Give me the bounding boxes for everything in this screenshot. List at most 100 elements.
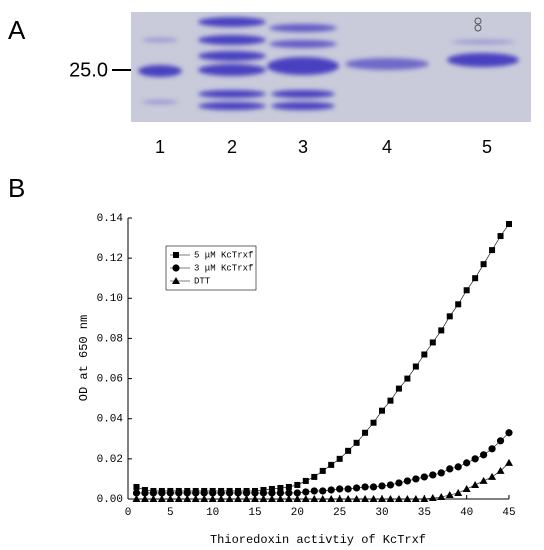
marker: [395, 479, 403, 487]
marker: [352, 495, 361, 502]
marker: [217, 489, 225, 497]
marker: [268, 489, 276, 497]
marker: [192, 489, 200, 497]
marker: [353, 484, 361, 492]
marker: [438, 327, 445, 334]
marker-label: 25.0: [69, 59, 108, 81]
x-tick-label: 25: [333, 507, 346, 519]
panel-label: A: [8, 15, 26, 45]
marker: [480, 261, 487, 268]
lane-label: 2: [227, 137, 237, 157]
marker: [386, 481, 395, 489]
marker: [251, 489, 259, 497]
marker: [174, 495, 183, 502]
bubble: [474, 17, 482, 25]
marker: [471, 455, 479, 463]
marker: [344, 485, 352, 493]
x-tick-label: 15: [248, 507, 261, 519]
marker: [488, 445, 496, 453]
marker: [234, 489, 242, 497]
marker: [429, 471, 437, 479]
series-line: [136, 432, 510, 494]
marker: [420, 495, 429, 502]
legend-label: DTT: [194, 276, 211, 286]
marker: [149, 495, 158, 502]
y-tick-label: 0.10: [97, 293, 123, 305]
marker: [327, 486, 335, 494]
marker: [394, 495, 403, 502]
marker: [310, 487, 318, 495]
marker: [191, 495, 200, 502]
marker: [183, 489, 191, 497]
marker: [294, 481, 301, 488]
marker: [141, 489, 149, 497]
marker: [200, 489, 208, 497]
marker: [311, 473, 318, 480]
marker: [172, 277, 180, 284]
marker: [166, 495, 175, 502]
x-tick-label: 30: [375, 507, 388, 519]
marker: [217, 495, 226, 502]
marker: [471, 480, 480, 488]
marker: [506, 221, 512, 228]
marker: [395, 385, 402, 392]
marker: [310, 495, 319, 502]
y-tick-label: 0.02: [97, 454, 123, 466]
marker: [301, 495, 310, 502]
marker: [319, 467, 326, 474]
y-tick-label: 0.12: [97, 253, 123, 265]
marker: [480, 451, 488, 459]
x-axis-label: Thioredoxin activtiy of KcTrxf: [210, 533, 426, 547]
marker: [293, 495, 302, 502]
marker: [472, 275, 479, 282]
marker: [455, 301, 462, 308]
marker: [446, 313, 453, 320]
marker: [505, 458, 513, 466]
marker: [132, 489, 141, 497]
marker: [404, 375, 411, 382]
marker: [428, 493, 437, 501]
marker: [276, 495, 285, 502]
marker: [157, 495, 166, 502]
gel-bands: [138, 17, 519, 110]
x-tick-label: 0: [125, 507, 132, 519]
y-axis-label: OD at 650 nm: [77, 315, 91, 401]
marker: [370, 419, 377, 426]
marker: [369, 483, 378, 491]
marker: [277, 484, 284, 491]
y-tick-label: 0.14: [97, 213, 124, 225]
marker: [489, 247, 496, 254]
marker: [251, 495, 259, 502]
marker: [437, 492, 446, 500]
marker: [284, 495, 293, 502]
marker: [293, 489, 301, 497]
x-tick-label: 20: [291, 507, 304, 519]
marker: [242, 489, 251, 497]
marker: [226, 489, 234, 497]
marker: [132, 495, 141, 502]
y-tick-label: 0.08: [97, 333, 123, 345]
bubble: [474, 24, 482, 32]
marker: [302, 488, 310, 496]
marker: [175, 489, 183, 497]
marker: [268, 485, 275, 492]
gel: [112, 12, 531, 122]
x-tick-label: 10: [206, 507, 219, 519]
marker: [378, 482, 386, 490]
marker: [172, 264, 180, 272]
marker: [336, 455, 343, 462]
marker: [225, 495, 234, 502]
marker: [183, 495, 192, 502]
marker: [234, 495, 243, 502]
marker: [336, 485, 344, 493]
marker: [446, 465, 454, 473]
marker: [479, 476, 488, 484]
panel-label: B: [8, 173, 25, 203]
marker: [335, 495, 344, 502]
marker: [327, 495, 336, 502]
marker: [158, 489, 166, 497]
marker: [379, 407, 385, 414]
marker: [200, 495, 209, 502]
marker: [140, 495, 149, 502]
